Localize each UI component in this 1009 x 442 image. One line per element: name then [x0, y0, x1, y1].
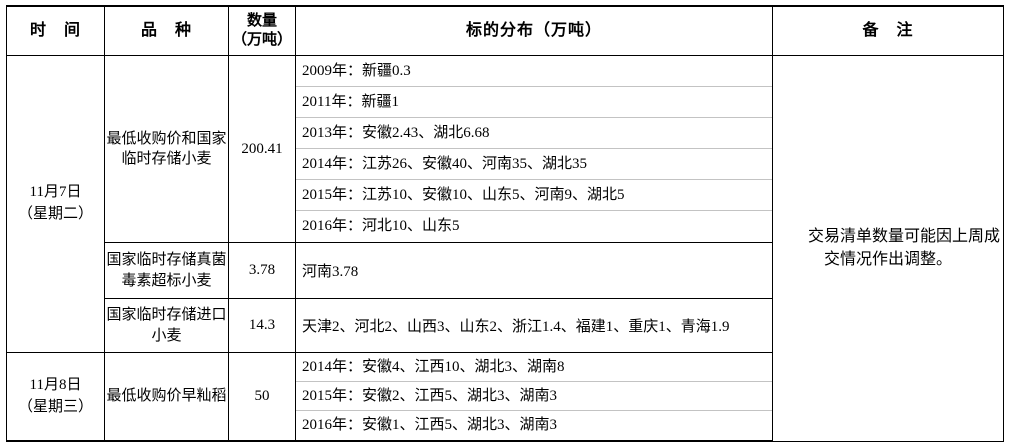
cell-distribution-minimum-price-wheat: 2009年：新疆0.3 2011年：新疆1 2013年：安徽2.43、湖北6.6… — [295, 55, 773, 243]
cell-quantity-imported-wheat: 14.3 — [228, 298, 296, 353]
cell-distribution-imported-wheat: 天津2、河北2、山西3、山东2、浙江1.4、福建1、重庆1、青海1.9 — [295, 298, 773, 353]
distribution-line: 2014年：安徽4、江西10、湖北3、湖南8 — [296, 353, 772, 382]
header-quantity-line1: 数量 — [246, 13, 277, 30]
header-quantity: 数量 （万吨） — [228, 5, 296, 56]
cell-variety-early-indica-rice: 最低收购价早籼稻 — [104, 352, 229, 442]
table-header-row: 时 间 品 种 数量 （万吨） 标的分布（万吨） 备 注 — [6, 5, 1004, 56]
cell-quantity-early-indica-rice: 50 — [228, 352, 296, 442]
header-time: 时 间 — [6, 5, 105, 56]
cell-date-nov7: 11月7日 （星期二） — [6, 55, 105, 353]
distribution-line: 2011年：新疆1 — [296, 87, 772, 118]
table-row: 国家临时存储进口小麦 14.3 天津2、河北2、山西3、山东2、浙江1.4、福建… — [7, 298, 1004, 353]
date-line1: 11月7日 — [29, 184, 82, 201]
distribution-line: 2016年：安徽1、江西5、湖北3、湖南3 — [302, 417, 558, 433]
cell-date-nov8: 11月8日 （星期三） — [6, 352, 105, 442]
distribution-line: 2016年：河北10、山东5 — [302, 218, 460, 234]
distribution-line: 2015年：安徽2、江西5、湖北3、湖南3 — [296, 382, 772, 411]
distribution-line: 2015年：江苏10、安徽10、山东5、河南9、湖北5 — [296, 180, 772, 211]
cell-variety-fungus-wheat: 国家临时存储真菌毒素超标小麦 — [104, 242, 229, 299]
cell-quantity-fungus-wheat: 3.78 — [228, 242, 296, 299]
cell-distribution-early-indica-rice: 2014年：安徽4、江西10、湖北3、湖南8 2015年：安徽2、江西5、湖北3… — [295, 352, 773, 442]
header-distribution: 标的分布（万吨） — [295, 5, 773, 56]
trading-schedule-table: 时 间 品 种 数量 （万吨） 标的分布（万吨） 备 注 11月7日 （星期二）… — [6, 5, 1004, 442]
cell-variety-minimum-price-wheat: 最低收购价和国家临时存储小麦 — [104, 55, 229, 243]
cell-variety-imported-wheat: 国家临时存储进口小麦 — [104, 298, 229, 353]
cell-distribution-fungus-wheat: 河南3.78 — [295, 242, 773, 299]
distribution-line: 2013年：安徽2.43、湖北6.68 — [296, 118, 772, 149]
table-row: 11月7日 （星期二） 最低收购价和国家临时存储小麦 200.41 2009年：… — [6, 55, 1004, 442]
cell-quantity-minimum-price-wheat: 200.41 — [228, 55, 296, 243]
cell-remark: 交易清单数量可能因上周成交情况作出调整。 — [772, 55, 1004, 442]
table-row: 11月8日 （星期三） 最低收购价早籼稻 50 2014年：安徽4、江西10、湖… — [6, 352, 1004, 442]
distribution-line: 2009年：新疆0.3 — [296, 56, 772, 87]
remark-text: 交易清单数量可能因上周成交情况作出调整。 — [807, 228, 1000, 269]
distribution-line-stack: 2009年：新疆0.3 2011年：新疆1 2013年：安徽2.43、湖北6.6… — [296, 56, 772, 242]
header-variety: 品 种 — [104, 5, 229, 56]
header-quantity-line2: （万吨） — [231, 32, 292, 48]
date-line2: （星期二） — [17, 206, 93, 222]
distribution-line: 河南3.78 — [302, 264, 359, 280]
distribution-line: 天津2、河北2、山西3、山东2、浙江1.4、福建1、重庆1、青海1.9 — [302, 319, 730, 335]
date-line2: （星期三） — [17, 398, 93, 415]
distribution-line: 2014年：江苏26、安徽40、河南35、湖北35 — [296, 149, 772, 180]
header-remark: 备 注 — [772, 5, 1004, 56]
table-row: 国家临时存储真菌毒素超标小麦 3.78 河南3.78 — [7, 242, 1004, 299]
distribution-line-stack: 2014年：安徽4、江西10、湖北3、湖南8 2015年：安徽2、江西5、湖北3… — [296, 353, 772, 440]
date-line1: 11月8日 — [29, 376, 82, 393]
